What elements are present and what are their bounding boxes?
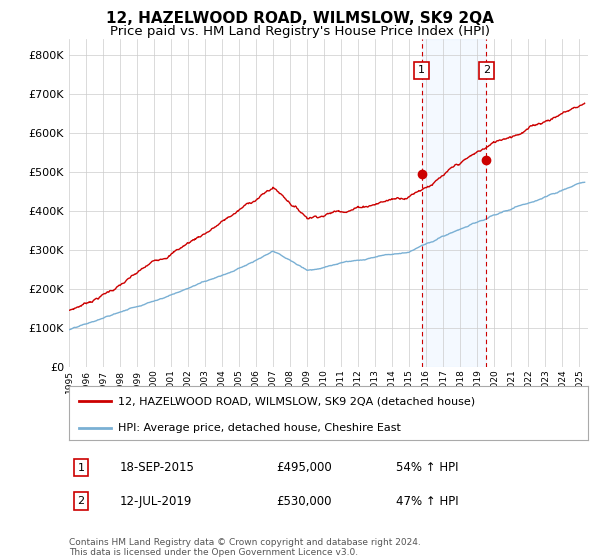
Text: 2: 2 [483, 66, 490, 76]
Text: Price paid vs. HM Land Registry's House Price Index (HPI): Price paid vs. HM Land Registry's House … [110, 25, 490, 38]
Bar [422, 39, 487, 367]
Text: 12-JUL-2019: 12-JUL-2019 [120, 494, 193, 508]
Text: 18-SEP-2015: 18-SEP-2015 [120, 461, 195, 474]
Text: £495,000: £495,000 [276, 461, 332, 474]
Text: 47% ↑ HPI: 47% ↑ HPI [396, 494, 458, 508]
Text: 12, HAZELWOOD ROAD, WILMSLOW, SK9 2QA: 12, HAZELWOOD ROAD, WILMSLOW, SK9 2QA [106, 11, 494, 26]
Text: HPI: Average price, detached house, Cheshire East: HPI: Average price, detached house, Ches… [118, 423, 401, 433]
Text: £530,000: £530,000 [276, 494, 331, 508]
Text: 54% ↑ HPI: 54% ↑ HPI [396, 461, 458, 474]
Text: Contains HM Land Registry data © Crown copyright and database right 2024.
This d: Contains HM Land Registry data © Crown c… [69, 538, 421, 557]
Text: 2: 2 [77, 496, 85, 506]
Text: 1: 1 [77, 463, 85, 473]
Text: 12, HAZELWOOD ROAD, WILMSLOW, SK9 2QA (detached house): 12, HAZELWOOD ROAD, WILMSLOW, SK9 2QA (d… [118, 396, 475, 407]
Text: 1: 1 [418, 66, 425, 76]
